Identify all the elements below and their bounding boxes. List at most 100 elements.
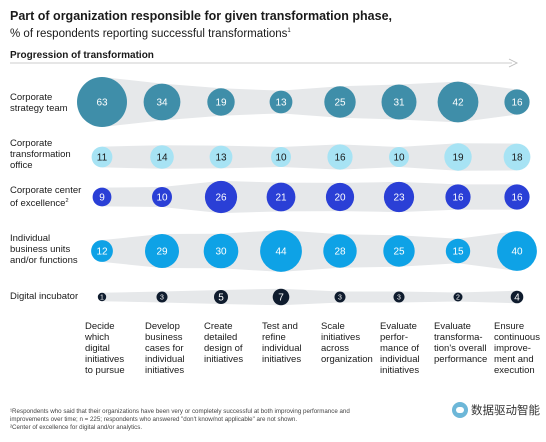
bubble: [91, 146, 113, 168]
bubble-value-label: 31: [393, 98, 405, 109]
phase-label-line: Evaluate: [380, 321, 417, 332]
bubble-value-label: 5: [218, 293, 224, 304]
bubble-value-label: 3: [338, 295, 342, 302]
bubble-value-label: 28: [334, 247, 346, 258]
phase-label: Decide which digital initiatives to pursue: [85, 321, 143, 376]
row-label-line: office: [10, 160, 33, 171]
bubble-value-label: 4: [514, 293, 520, 304]
bubble-value-label: 12: [96, 247, 108, 258]
footnote-2: ²Center of excellence for digital and/or…: [10, 423, 143, 431]
bubble: [445, 238, 471, 264]
series-band: [102, 288, 517, 306]
phase-label-line: initiatives: [321, 332, 361, 343]
bubble: [437, 81, 479, 123]
bubble: [203, 233, 239, 269]
bubble-value-label: 2: [456, 295, 460, 302]
progression-label: Progression of transformation: [10, 50, 154, 61]
bubble: [497, 231, 537, 271]
chart-subtitle: % of respondents reporting successful tr…: [10, 24, 291, 41]
row-label-line: and/or functions: [10, 255, 78, 266]
row-label-line: Corporate: [10, 138, 53, 149]
bubble: [156, 291, 168, 303]
phase-label-line: initiatives: [262, 354, 302, 365]
row-label-line: transformation: [10, 149, 71, 160]
phase-label-line: initiatives: [204, 354, 244, 365]
phase-label-line: refine: [262, 332, 286, 343]
bubble-value-label: 40: [511, 247, 523, 258]
subtitle-text: % of respondents reporting successful tr…: [10, 27, 288, 40]
phase-label-line: individual: [380, 354, 420, 365]
phase-label-line: organization: [321, 354, 373, 365]
bubble-value-label: 13: [215, 153, 227, 164]
phase-label-line: initiatives: [380, 365, 420, 376]
bubble-value-label: 25: [393, 247, 405, 258]
bubble: [323, 234, 357, 268]
subtitle-footnote-mark: 1: [287, 28, 291, 34]
phase-label-line: continuous: [494, 332, 540, 343]
bubble-value-label: 30: [215, 247, 227, 258]
phase-label: Ensure continuous improve-ment and executio…: [494, 321, 546, 376]
row-label: Corporate strategy team: [10, 92, 92, 114]
bubble-value-label: 10: [393, 153, 405, 164]
phase-label: Create detailed design of initiatives: [204, 321, 262, 365]
bubble-value-label: 16: [452, 193, 464, 204]
row-label: Digital incubator: [10, 291, 92, 302]
bubble-value-label: 20: [334, 193, 346, 204]
bubble-value-label: 23: [393, 193, 405, 204]
phase-label-line: design of: [204, 343, 243, 354]
phase-label-line: performance: [434, 354, 488, 365]
footnote-1: ¹Respondents who said that their organiz…: [10, 408, 350, 415]
bubble: [92, 187, 112, 207]
bubble-value-label: 9: [99, 193, 105, 204]
phase-label-line: to pursue: [85, 365, 125, 376]
bubble: [334, 291, 346, 303]
bubble-value-label: 10: [275, 153, 287, 164]
phase-label: Test and refine individual initiatives: [262, 321, 320, 365]
row-label: Individual business units and/or functions: [10, 233, 92, 266]
phase-label-line: Create: [204, 321, 233, 332]
bubble: [214, 290, 228, 304]
bubble: [97, 292, 107, 302]
phase-label-line: perfor-: [380, 332, 408, 343]
phase-label: Develop business cases for individual initia…: [145, 321, 203, 376]
bubble: [444, 143, 472, 171]
bubble-value-label: 10: [156, 193, 168, 204]
phase-label-line: business: [145, 332, 183, 343]
bubble: [260, 230, 302, 272]
bubble-value-label: 7: [278, 293, 284, 304]
phase-label-line: individual: [145, 354, 185, 365]
phase-label-line: improve-: [494, 343, 531, 354]
footnote-1-cont: improvements over time; n = 225; respond…: [10, 415, 298, 423]
phase-label-line: individual: [262, 343, 302, 354]
phase-label-line: Ensure: [494, 321, 525, 332]
bubble: [324, 86, 356, 118]
phase-label-line: transforma-: [434, 332, 483, 343]
bubble: [77, 77, 127, 127]
bubble-value-label: 29: [156, 247, 168, 258]
chart-title: Part of organization responsible for giv…: [10, 9, 393, 23]
bubble: [145, 234, 179, 268]
bubble: [272, 288, 290, 306]
series-band: [102, 230, 517, 272]
phase-label-line: cases for: [145, 343, 184, 354]
row-label: Corporate transformation office: [10, 138, 92, 171]
watermark-text: 数据驱动智能: [471, 405, 540, 417]
bubble: [152, 187, 172, 207]
bubble-value-label: 63: [96, 98, 108, 109]
phase-label-line: across: [321, 343, 349, 354]
phase-label-line: execution: [494, 365, 535, 376]
phase-label-line: initiatives: [145, 365, 185, 376]
row-label-line: Individual: [10, 233, 51, 244]
bubble: [209, 145, 233, 169]
bubble: [510, 290, 524, 304]
series-band: [102, 180, 517, 214]
phase-label: Evaluate perfor-mance of individual initiat…: [380, 321, 438, 376]
bubble: [383, 181, 415, 213]
phase-label-line: Test and: [262, 321, 298, 332]
bubble: [383, 235, 415, 267]
bubble: [143, 83, 181, 121]
bubble: [389, 147, 409, 167]
phase-label-line: Decide: [85, 321, 115, 332]
bubble-value-label: 11: [97, 153, 108, 164]
bubble: [504, 89, 530, 115]
